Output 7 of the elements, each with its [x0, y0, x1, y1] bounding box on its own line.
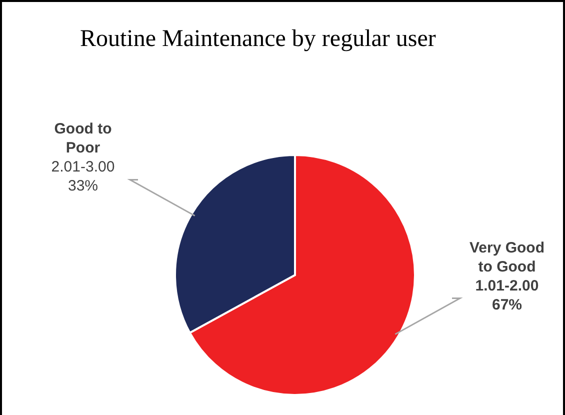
slice-label: Good to Poor	[54, 120, 112, 157]
data-label: 33%	[68, 178, 98, 195]
slice-label: Very Good to Good	[469, 239, 545, 276]
data-label: 67%	[492, 296, 522, 314]
text: 1.01-2.00	[475, 277, 539, 294]
text: 2.01-3.00	[51, 158, 115, 176]
chart-title: Routine Maintenance by regular user	[80, 26, 436, 53]
